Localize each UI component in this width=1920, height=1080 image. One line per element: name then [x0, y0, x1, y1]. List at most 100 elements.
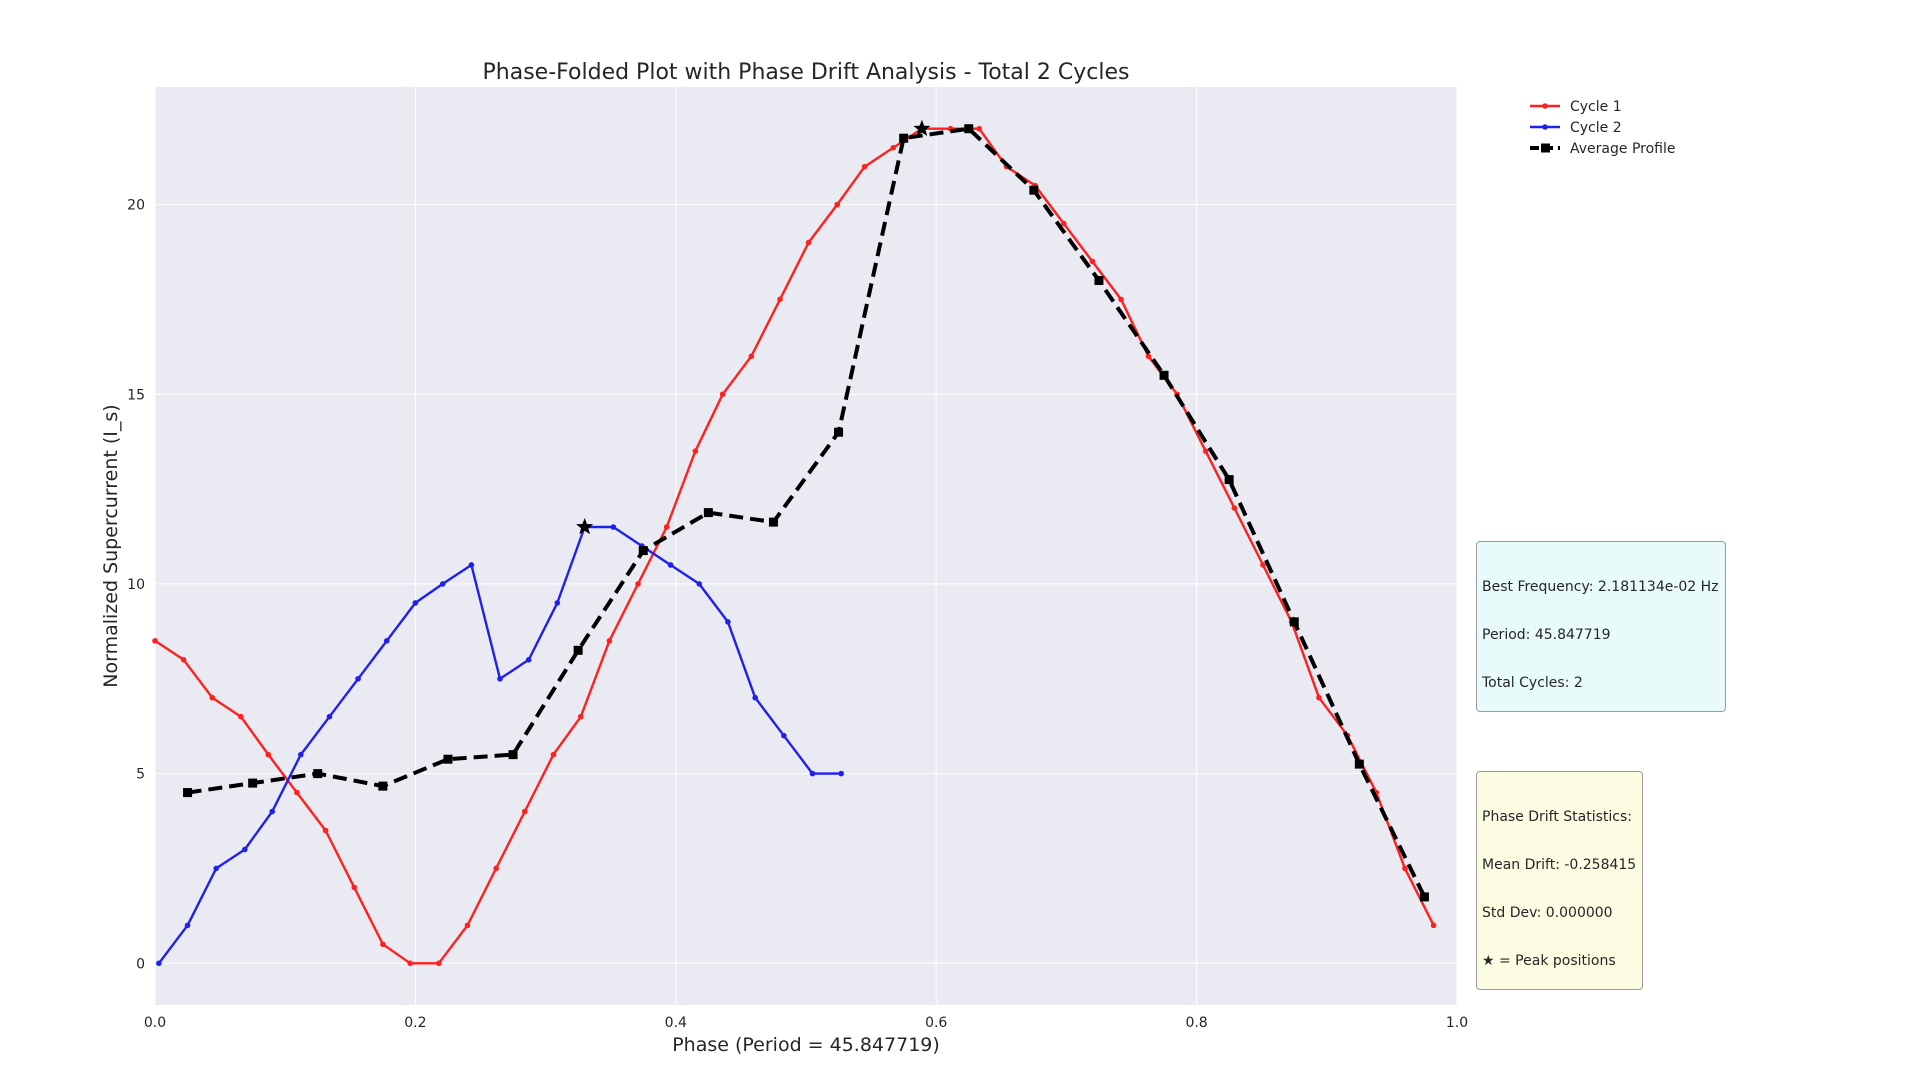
y-axis-label: Normalized Supercurrent (I_s)	[100, 404, 122, 687]
legend-marker	[1541, 143, 1550, 153]
data-point	[294, 789, 300, 796]
data-point	[1029, 185, 1039, 195]
data-point	[748, 353, 755, 360]
frequency-info-box: Best Frequency: 2.181134e-02 Hz Period: …	[1476, 541, 1726, 712]
data-point	[525, 657, 532, 663]
y-tick-label: 0	[136, 956, 145, 972]
data-point	[1159, 370, 1169, 380]
data-point	[1231, 505, 1238, 511]
data-point	[242, 846, 248, 853]
data-point	[725, 619, 731, 625]
data-point	[768, 517, 778, 527]
data-point	[380, 941, 386, 948]
data-point	[554, 600, 561, 606]
data-point	[610, 524, 617, 530]
data-point	[443, 754, 453, 764]
x-tick-label: 1.0	[1446, 1015, 1468, 1031]
data-point	[248, 778, 258, 788]
data-point	[577, 713, 584, 720]
data-point	[326, 713, 333, 720]
data-point	[468, 562, 475, 568]
data-point	[805, 239, 812, 246]
plot-area	[155, 87, 1457, 1005]
data-point	[1430, 922, 1437, 929]
peak-star-icon	[576, 518, 594, 535]
data-point	[703, 508, 713, 518]
axis-ticks: 0.0 0.2 0.4 0.6 0.8 1.0 0 5 10 15 20	[127, 198, 1468, 1031]
std-dev-text: Std Dev: 0.000000	[1482, 905, 1613, 921]
data-point	[436, 960, 442, 967]
data-point	[809, 770, 816, 777]
legend-marker	[1542, 103, 1548, 109]
mean-drift-text: Mean Drift: -0.258415	[1482, 857, 1637, 873]
data-point	[209, 694, 216, 701]
data-point	[777, 296, 783, 303]
data-point	[1145, 353, 1152, 360]
data-point	[861, 163, 868, 170]
total-cycles-text: Total Cycles: 2	[1482, 675, 1583, 691]
data-point	[838, 770, 844, 777]
y-tick-label: 10	[127, 577, 145, 593]
data-point	[407, 960, 413, 967]
data-point	[635, 581, 641, 587]
y-tick-label: 5	[136, 767, 145, 783]
data-point	[899, 133, 909, 143]
data-point	[1118, 296, 1124, 303]
data-point	[834, 427, 844, 437]
data-point	[269, 808, 275, 815]
x-axis-label: Phase (Period = 45.847719)	[672, 1034, 940, 1056]
x-tick-label: 0.8	[1185, 1015, 1207, 1031]
phase-drift-box: Phase Drift Statistics: Mean Drift: -0.2…	[1476, 771, 1644, 990]
series-average-profile	[183, 124, 1429, 902]
data-point	[521, 808, 528, 815]
data-point	[781, 732, 787, 739]
data-point	[378, 781, 388, 791]
data-point	[964, 124, 974, 134]
legend-label: Average Profile	[1570, 141, 1675, 157]
data-point	[976, 125, 982, 132]
data-point	[183, 788, 193, 798]
best-frequency-text: Best Frequency: 2.181134e-02 Hz	[1482, 579, 1719, 595]
y-tick-label: 15	[127, 387, 145, 403]
data-point	[1316, 694, 1322, 701]
drift-heading-text: Phase Drift Statistics:	[1482, 809, 1633, 825]
peak-markers	[576, 119, 931, 535]
grid-lines	[154, 87, 1458, 1005]
data-point	[1094, 275, 1104, 285]
data-point	[696, 581, 703, 587]
data-point	[752, 694, 759, 701]
data-point	[184, 922, 191, 929]
data-point	[573, 645, 583, 655]
x-tick-label: 0.4	[665, 1015, 687, 1031]
data-point	[439, 581, 446, 587]
legend-label: Cycle 1	[1570, 99, 1622, 115]
data-point	[322, 827, 329, 834]
data-point	[1402, 865, 1408, 872]
data-point	[663, 524, 670, 530]
data-point	[1354, 759, 1364, 769]
data-point	[1224, 475, 1234, 485]
data-point	[1260, 562, 1266, 568]
data-point	[1419, 892, 1429, 902]
data-point	[351, 884, 358, 891]
data-point	[508, 750, 518, 760]
data-point	[1089, 258, 1096, 265]
data-point	[180, 657, 187, 663]
data-point	[1202, 448, 1209, 454]
peak-star-icon	[913, 119, 931, 136]
data-point	[156, 960, 162, 967]
data-point	[355, 675, 361, 682]
data-point	[493, 865, 499, 872]
peak-legend-text: ★ = Peak positions	[1482, 953, 1616, 969]
data-point	[638, 546, 648, 556]
data-point	[412, 600, 419, 606]
data-point	[152, 638, 158, 644]
data-point	[692, 448, 699, 454]
data-point	[834, 201, 841, 208]
data-point	[298, 751, 304, 758]
chart-title: Phase-Folded Plot with Phase Drift Analy…	[483, 60, 1130, 85]
data-point	[497, 675, 503, 682]
data-point	[1289, 617, 1299, 627]
data-point	[313, 769, 323, 779]
